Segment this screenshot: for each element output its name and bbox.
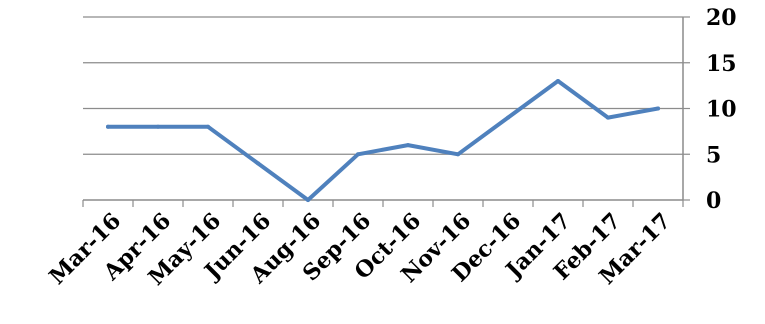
data-point-may-16 <box>206 124 210 129</box>
data-point-mar-16 <box>106 124 110 129</box>
data-point-dec-16 <box>506 115 510 120</box>
data-point-jun-16 <box>256 161 260 166</box>
data-point-feb-17 <box>606 115 610 120</box>
series-line-0 <box>106 79 660 202</box>
y-tick-label: 5 <box>706 142 721 168</box>
x-tick-labels: Mar-16Apr-16May-16Jun-16Aug-16Sep-16Oct-… <box>44 208 676 291</box>
y-tick-label: 20 <box>706 5 737 31</box>
data-point-nov-16 <box>456 152 460 157</box>
data-point-mar-17 <box>656 106 660 111</box>
data-point-jan-17 <box>556 79 560 84</box>
y-tick-labels: 0 5 10 15 20 <box>706 5 737 214</box>
data-point-oct-16 <box>406 143 410 148</box>
data-point-apr-16 <box>156 124 160 129</box>
y-tick-label: 15 <box>706 51 737 77</box>
data-point-aug-16 <box>306 198 310 202</box>
series-layer <box>106 79 660 202</box>
gridlines <box>83 16 683 155</box>
axes <box>82 16 690 207</box>
y-tick-label: 0 <box>706 188 721 214</box>
y-tick-label: 10 <box>706 97 737 123</box>
data-point-sep-16 <box>356 152 360 157</box>
